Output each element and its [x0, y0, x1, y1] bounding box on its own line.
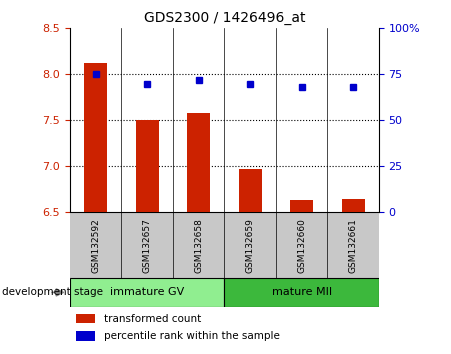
Text: percentile rank within the sample: percentile rank within the sample: [104, 331, 280, 341]
Bar: [187, 113, 210, 212]
Text: GSM132657: GSM132657: [143, 218, 152, 273]
Text: transformed count: transformed count: [104, 314, 201, 324]
Text: GSM132659: GSM132659: [246, 218, 255, 273]
Bar: [341, 199, 365, 212]
Bar: [70, 278, 225, 307]
Bar: [136, 120, 159, 212]
Bar: [76, 314, 95, 324]
Text: GSM132658: GSM132658: [194, 218, 203, 273]
Text: mature MII: mature MII: [272, 287, 331, 297]
Title: GDS2300 / 1426496_at: GDS2300 / 1426496_at: [143, 11, 305, 24]
Bar: [290, 200, 313, 212]
Bar: [84, 63, 107, 212]
Text: development stage: development stage: [2, 287, 103, 297]
Bar: [76, 331, 95, 341]
Bar: [225, 278, 379, 307]
Text: GSM132592: GSM132592: [91, 218, 100, 273]
Text: immature GV: immature GV: [110, 287, 184, 297]
Text: GSM132660: GSM132660: [297, 218, 306, 273]
Bar: [239, 169, 262, 212]
Text: GSM132661: GSM132661: [349, 218, 358, 273]
